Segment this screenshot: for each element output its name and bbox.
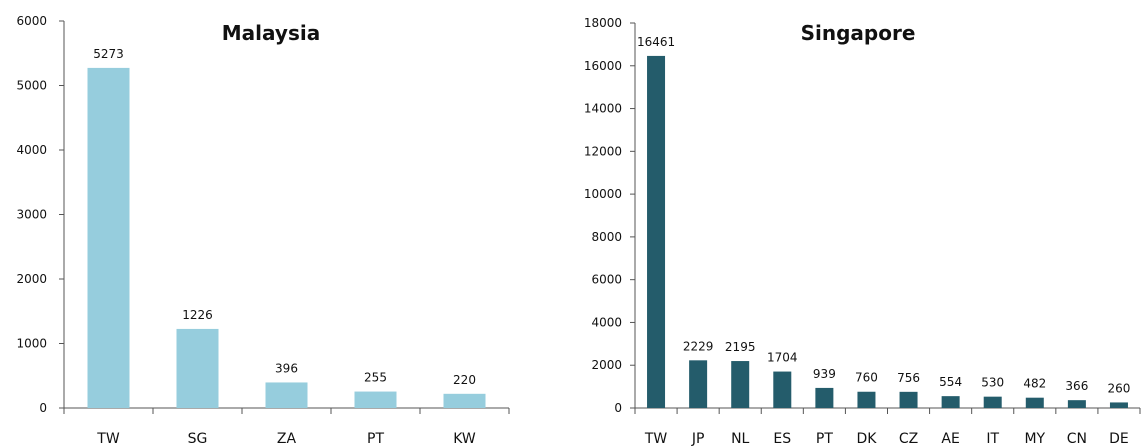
data-label: 396	[275, 361, 298, 375]
y-tick-label: 0	[39, 401, 47, 415]
bar-pt	[354, 391, 397, 408]
data-label: 16461	[637, 35, 675, 49]
y-tick-label: 8000	[591, 230, 622, 244]
x-tick-label: PT	[367, 431, 384, 446]
x-tick-label: DK	[856, 431, 877, 446]
bar-kw	[443, 393, 486, 408]
bar-dk	[857, 391, 876, 408]
y-tick-label: 16000	[584, 59, 622, 73]
data-label: 2229	[683, 339, 714, 353]
y-tick-label: 3000	[16, 208, 47, 222]
bar-my	[1025, 397, 1044, 408]
y-tick-label: 0	[614, 401, 622, 415]
bar-tw	[647, 55, 666, 408]
data-label: 939	[813, 367, 836, 381]
y-tick-label: 14000	[584, 102, 622, 116]
x-tick-label: SG	[188, 431, 208, 446]
bar-pt	[815, 387, 834, 408]
singapore-chart: Singapore 0 2000 4000 6000 8000 10000 12000 140…	[584, 16, 1141, 446]
x-tick-label: CZ	[899, 431, 918, 446]
data-label: 5273	[93, 47, 124, 61]
data-label: 760	[855, 371, 878, 385]
x-tick-label: TW	[96, 431, 120, 446]
y-tick-label: 2000	[591, 358, 622, 372]
malaysia-chart: Malaysia 0 1000 2000 3000 4000 5000 6000 5273 TW…	[16, 14, 510, 446]
x-tick-label: AE	[941, 431, 959, 446]
chart-title: Malaysia	[222, 21, 320, 45]
data-label: 482	[1023, 377, 1046, 391]
x-tick-label: TW	[644, 431, 668, 446]
bar-za	[265, 382, 308, 408]
x-tick-label: KW	[453, 431, 476, 446]
x-tick-label: PT	[816, 431, 833, 446]
x-tick-label: NL	[731, 431, 749, 446]
y-tick-label: 4000	[16, 143, 47, 157]
data-label: 366	[1065, 379, 1088, 393]
bar-jp	[689, 360, 708, 408]
data-label: 554	[939, 375, 962, 389]
data-label: 756	[897, 371, 920, 385]
x-tick-label: MY	[1024, 431, 1045, 446]
data-label: 1226	[182, 308, 213, 322]
bar-ae	[941, 396, 960, 408]
x-tick-label: JP	[691, 431, 705, 446]
bar-es	[773, 371, 792, 408]
y-tick-label: 5000	[16, 79, 47, 93]
y-tick-label: 6000	[591, 273, 622, 287]
bar-sg	[176, 328, 219, 408]
y-tick-label: 12000	[584, 144, 622, 158]
x-tick-label: ES	[773, 431, 791, 446]
data-label: 255	[364, 371, 387, 385]
data-label: 260	[1108, 381, 1131, 395]
x-tick-label: CN	[1067, 431, 1087, 446]
y-tick-label: 10000	[584, 187, 622, 201]
bar-it	[983, 396, 1002, 408]
bar-cz	[899, 391, 918, 408]
data-label: 220	[453, 373, 476, 387]
x-tick-label: DE	[1109, 431, 1129, 446]
data-label: 2195	[725, 340, 756, 354]
y-tick-label: 18000	[584, 16, 622, 30]
y-tick-label: 6000	[16, 14, 47, 28]
bar-cn	[1067, 400, 1086, 408]
data-label: 530	[981, 376, 1004, 390]
bar-de	[1109, 402, 1128, 408]
y-tick-label: 1000	[16, 337, 47, 351]
chart-title: Singapore	[801, 21, 916, 45]
y-tick-label: 4000	[591, 315, 622, 329]
y-tick-label: 2000	[16, 272, 47, 286]
x-tick-label: ZA	[277, 431, 297, 446]
bar-tw	[87, 67, 130, 408]
bar-nl	[731, 361, 750, 408]
x-tick-label: IT	[986, 431, 999, 446]
data-label: 1704	[767, 351, 798, 365]
